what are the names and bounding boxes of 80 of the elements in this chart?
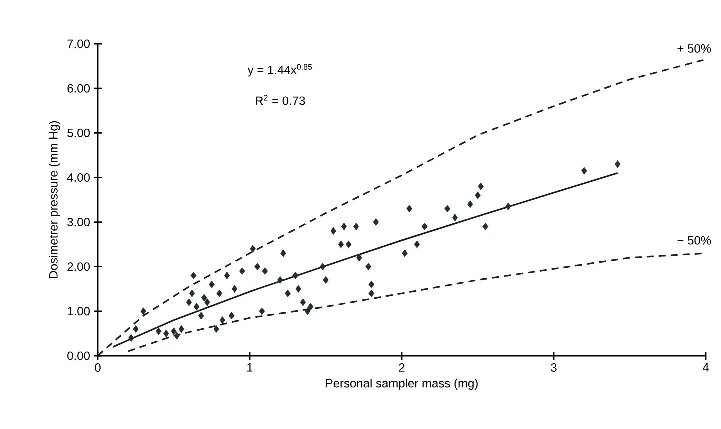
point	[506, 202, 512, 210]
point	[304, 308, 311, 316]
point	[444, 205, 450, 213]
point	[581, 167, 588, 175]
point	[482, 222, 488, 231]
point	[178, 325, 184, 334]
point	[308, 303, 314, 311]
annotation: + 50%	[678, 44, 712, 53]
point	[190, 272, 197, 280]
point	[422, 222, 428, 231]
x-tick-label: 0	[95, 364, 101, 372]
point	[292, 272, 298, 280]
point	[204, 298, 210, 306]
annotation: − 50%	[678, 236, 712, 245]
y-tick-label: 2.00	[68, 262, 90, 272]
point	[164, 330, 170, 338]
point	[240, 268, 246, 276]
point	[262, 268, 268, 276]
y-tick-label: 4.00	[67, 173, 90, 182]
point	[254, 263, 260, 271]
point	[216, 290, 222, 298]
point	[338, 240, 344, 248]
point	[189, 290, 196, 298]
point	[346, 240, 352, 248]
point	[280, 250, 286, 258]
point	[194, 303, 200, 311]
y-tick-label: 7.00	[68, 40, 90, 48]
y-tick-label: 0.00	[68, 352, 90, 360]
point	[320, 263, 326, 271]
point	[354, 222, 360, 231]
point	[214, 325, 220, 334]
point	[198, 312, 204, 320]
point	[356, 254, 362, 262]
point	[614, 160, 621, 168]
x-tick-label: 3	[551, 364, 557, 372]
point	[202, 294, 208, 302]
point	[250, 245, 256, 253]
x-axis-title: Personal sampler mass (mg)	[326, 378, 478, 390]
point	[406, 205, 412, 213]
point	[285, 290, 291, 298]
y-tick-label: 3.00	[68, 218, 90, 227]
point	[368, 280, 374, 288]
point	[296, 285, 302, 293]
point	[128, 334, 134, 342]
point	[452, 214, 458, 222]
point	[468, 200, 474, 208]
annotation: y = 1.44x$^{0.85}$	[248, 64, 312, 77]
point	[156, 328, 162, 336]
point	[402, 250, 408, 258]
point	[220, 316, 226, 324]
y-tick-label: 6.00	[68, 84, 90, 93]
y-tick-label: 1.00	[68, 307, 90, 316]
x-tick-label: 4	[702, 364, 709, 372]
point	[414, 240, 420, 248]
point	[140, 308, 146, 316]
point	[228, 312, 235, 320]
point	[232, 285, 238, 293]
x-tick-label: 1	[248, 364, 253, 372]
point	[171, 328, 177, 336]
y-tick-label: 5.00	[68, 128, 90, 138]
point	[300, 298, 306, 306]
point	[475, 192, 481, 200]
point	[209, 280, 215, 288]
point	[133, 325, 139, 334]
y-axis-title: Dosimetrer pressure (mm Hg)	[49, 121, 60, 278]
point	[366, 263, 372, 271]
point	[341, 222, 348, 231]
line-series	[112, 172, 619, 348]
point	[186, 298, 192, 306]
point	[368, 290, 374, 298]
point	[259, 308, 266, 316]
point	[478, 182, 484, 190]
x-tick-label: 2	[399, 364, 405, 372]
point	[373, 218, 380, 226]
annotation: R$^{2}$ = 0.73	[256, 95, 306, 106]
point	[278, 276, 284, 284]
point	[330, 227, 336, 235]
point	[224, 272, 230, 280]
point	[323, 276, 329, 284]
point	[174, 332, 180, 340]
